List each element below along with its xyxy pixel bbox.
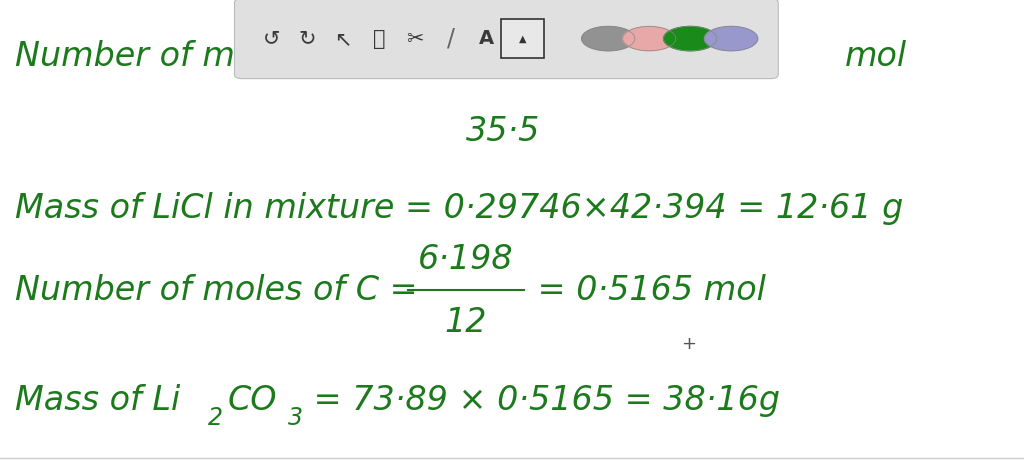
Text: = 73·89 × 0·5165 = 38·16g: = 73·89 × 0·5165 = 38·16g [303,384,780,417]
Text: 3: 3 [288,406,303,430]
Text: mol: mol [845,40,907,73]
Text: ↻: ↻ [298,29,316,49]
Text: ⬦: ⬦ [373,29,385,49]
FancyBboxPatch shape [501,19,544,58]
Text: Mass of LiCl in mixture = 0·29746×42·394 = 12·61 g: Mass of LiCl in mixture = 0·29746×42·394… [15,192,903,225]
Circle shape [664,26,717,51]
Text: +: + [681,335,695,353]
Text: A: A [479,29,494,48]
Text: ✂: ✂ [406,29,424,49]
Circle shape [582,26,635,51]
Text: = 0·5165 mol: = 0·5165 mol [527,274,766,307]
Text: 12: 12 [444,307,487,339]
Text: /: / [446,27,455,51]
Text: 2: 2 [208,406,223,430]
Text: 6·198: 6·198 [418,243,514,276]
Text: 35·5: 35·5 [466,115,541,147]
Circle shape [705,26,758,51]
Text: ▲: ▲ [518,34,526,44]
Text: CO: CO [227,384,276,417]
Circle shape [623,26,676,51]
Text: ↖: ↖ [334,29,352,49]
Text: Mass of Li: Mass of Li [15,384,180,417]
Text: ↺: ↺ [262,29,281,49]
Text: Number of mo: Number of mo [15,40,256,73]
Text: Number of moles of C =: Number of moles of C = [15,274,429,307]
FancyBboxPatch shape [234,0,778,79]
